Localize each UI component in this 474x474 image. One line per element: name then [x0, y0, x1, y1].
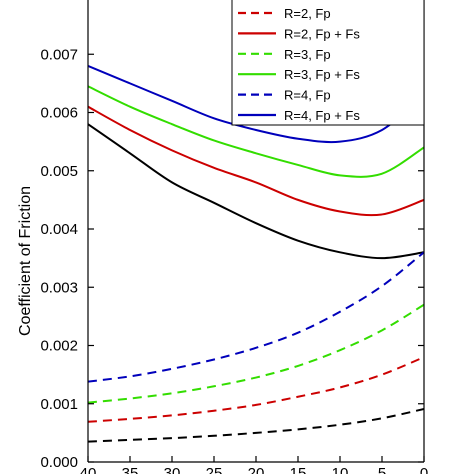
legend-label-r-4-fp-fs: R=4, Fp + Fs	[284, 108, 360, 123]
y-tick-label: 0.006	[40, 105, 78, 122]
x-tick-label: 15	[290, 465, 307, 474]
x-tick-label: 25	[206, 465, 223, 474]
y-tick-label: 0.000	[40, 454, 78, 471]
y-tick-label: 0.001	[40, 396, 78, 413]
legend-label-r-2-fp-fs: R=2, Fp + Fs	[284, 26, 360, 41]
legend-label-r-4-fp: R=4, Fp	[284, 88, 331, 103]
x-tick-label: 30	[164, 465, 181, 474]
y-tick-label: 0.002	[40, 338, 78, 355]
y-tick-label: 0.003	[40, 279, 78, 296]
x-tick-label: 10	[332, 465, 349, 474]
axes: 0.000 0.001 0.002 0.003 0.004 0.005 0.006 0.007…	[17, 0, 428, 474]
series-line-r-2-fp-fs	[88, 105, 424, 217]
x-tick-label: 40	[80, 465, 97, 474]
x-tick-label: 20	[248, 465, 265, 474]
legend: R=2, Fp R=2, Fp + Fs R=3, Fp R=3, Fp + Fs R=…	[231, 0, 425, 126]
series-line-r-3-fp-fs	[88, 85, 424, 178]
series-line-r-4-fp	[88, 251, 424, 383]
legend-box	[231, 0, 425, 126]
series-line-r-2-fp	[88, 356, 424, 423]
y-axis-title: Coefficient of Friction	[17, 186, 34, 336]
y-tick-label: 0.005	[40, 163, 78, 180]
plot-area	[88, 64, 424, 443]
x-tick-label: 5	[378, 465, 386, 474]
series-line-r-3-fp	[88, 303, 424, 404]
series-line-r-1-fp	[88, 408, 424, 443]
series-line-r-1-fp-fs	[88, 123, 424, 260]
x-tick-label: 35	[122, 465, 139, 474]
x-tick-label: 0	[420, 465, 428, 474]
series-line-r-4-fp-fs	[88, 64, 424, 144]
legend-label-r-3-fp-fs: R=3, Fp + Fs	[284, 67, 360, 82]
legend-label-r-3-fp: R=3, Fp	[284, 47, 331, 62]
legend-label-r-2-fp: R=2, Fp	[284, 6, 331, 21]
y-tick-label: 0.004	[40, 221, 78, 238]
y-tick-label: 0.007	[40, 46, 78, 63]
